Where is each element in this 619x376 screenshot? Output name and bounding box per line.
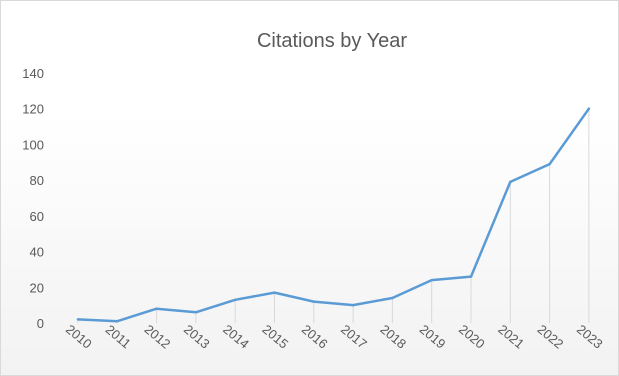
y-tick-label: 120 <box>22 102 44 117</box>
data-point <box>509 180 512 184</box>
drop-lines <box>77 108 590 323</box>
x-tick-label: 2019 <box>417 322 449 352</box>
data-point <box>76 318 80 321</box>
data-point <box>430 278 433 282</box>
x-tick-label: 2015 <box>259 322 291 352</box>
data-point <box>194 311 198 314</box>
x-tick-label: 2016 <box>299 322 331 352</box>
data-point <box>548 162 551 166</box>
chart-title: Citations by Year <box>257 30 407 52</box>
data-point <box>155 307 158 310</box>
data-point <box>469 275 473 278</box>
data-point <box>273 291 276 294</box>
y-tick-label: 60 <box>30 209 44 224</box>
x-tick-label: 2021 <box>495 322 527 352</box>
x-tick-label: 2022 <box>535 322 567 352</box>
data-point <box>587 107 591 110</box>
y-tick-label: 80 <box>30 173 44 188</box>
x-tick-label: 2014 <box>220 322 252 352</box>
data-point <box>391 296 394 300</box>
y-tick-label: 140 <box>22 66 44 81</box>
series-line <box>76 107 591 323</box>
y-tick-label: 40 <box>30 245 44 260</box>
data-point <box>312 300 315 303</box>
x-tick-label: 2012 <box>142 322 174 352</box>
x-tick-label: 2020 <box>456 322 488 352</box>
x-axis-tick-labels: 2010 2011 2012 2013 2014 2015 2016 2017 2018 2019… <box>63 322 606 352</box>
x-tick-label: 2013 <box>181 322 213 352</box>
y-tick-label: 0 <box>37 316 44 331</box>
y-axis-tick-labels: 0 20 40 60 80 100 120 140 <box>22 66 44 331</box>
series-citations <box>76 107 591 323</box>
x-tick-label: 2010 <box>63 322 95 352</box>
data-point <box>234 298 237 301</box>
x-tick-label: 2011 <box>103 322 134 351</box>
data-point <box>116 320 119 323</box>
y-tick-label: 100 <box>22 137 44 152</box>
y-tick-label: 20 <box>30 280 44 295</box>
data-point <box>351 303 355 307</box>
x-tick-label: 2018 <box>377 322 409 352</box>
x-tick-label: 2023 <box>574 322 606 352</box>
x-tick-label: 2017 <box>338 322 370 352</box>
